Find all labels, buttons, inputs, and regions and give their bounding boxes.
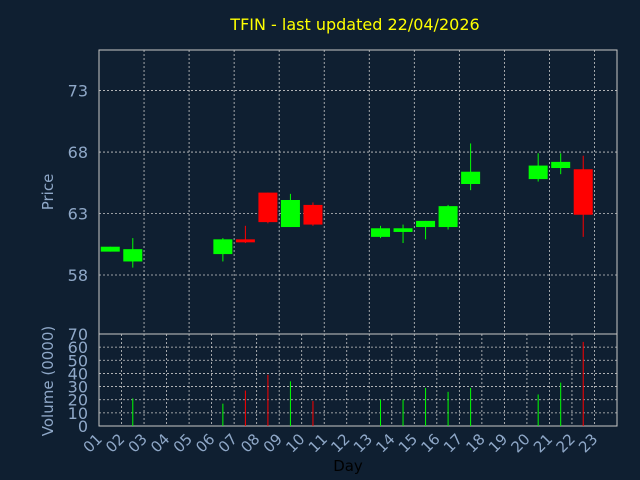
price-grid: [99, 50, 617, 334]
candle-body: [280, 199, 300, 228]
volume-tick-label: 20: [68, 391, 88, 410]
volume-tick-label: 30: [68, 378, 88, 397]
price-tick-label: 73: [68, 82, 88, 101]
volume-panel-frame: [98, 333, 618, 427]
price-panel-frame: [98, 49, 618, 335]
candle-body: [393, 228, 413, 232]
price-tick-label: 68: [68, 143, 88, 162]
price-tick-label: 58: [68, 266, 88, 285]
candle-body: [235, 239, 255, 243]
candle-body: [528, 165, 548, 180]
volume-tick-label: 70: [68, 325, 88, 344]
volume-bars: [132, 341, 584, 426]
volume-tick-label: 60: [68, 338, 88, 357]
candle-body: [213, 239, 233, 255]
volume-axis-label: Volume (0000): [39, 326, 57, 436]
candle-body: [573, 169, 593, 215]
candles: [100, 143, 593, 268]
candle-body: [461, 171, 481, 185]
volume-tick-label: 0: [78, 417, 88, 436]
candle-body: [371, 228, 391, 237]
volume-tick-label: 50: [68, 351, 88, 370]
chart-title: TFIN - last updated 22/04/2026: [229, 15, 479, 34]
price-tick-labels: 58 63 68 73: [68, 82, 88, 285]
volume-tick-label: 10: [68, 404, 88, 423]
candle-body: [303, 204, 323, 225]
candle-body: [258, 192, 278, 223]
candle-body: [123, 249, 143, 262]
candle-body: [551, 161, 571, 169]
volume-tick-label: 40: [68, 364, 88, 383]
day-tick-labels: 0102030405060708091011121314151617181920…: [80, 430, 602, 456]
price-tick-label: 63: [68, 205, 88, 224]
candle-body: [438, 206, 458, 228]
candle-body: [416, 220, 436, 228]
candle-body: [100, 246, 120, 252]
volume-grid: [99, 334, 617, 426]
price-axis-label: Price: [39, 174, 57, 211]
day-tick-label: 23: [575, 430, 601, 456]
x-axis-label: Day: [333, 457, 363, 475]
